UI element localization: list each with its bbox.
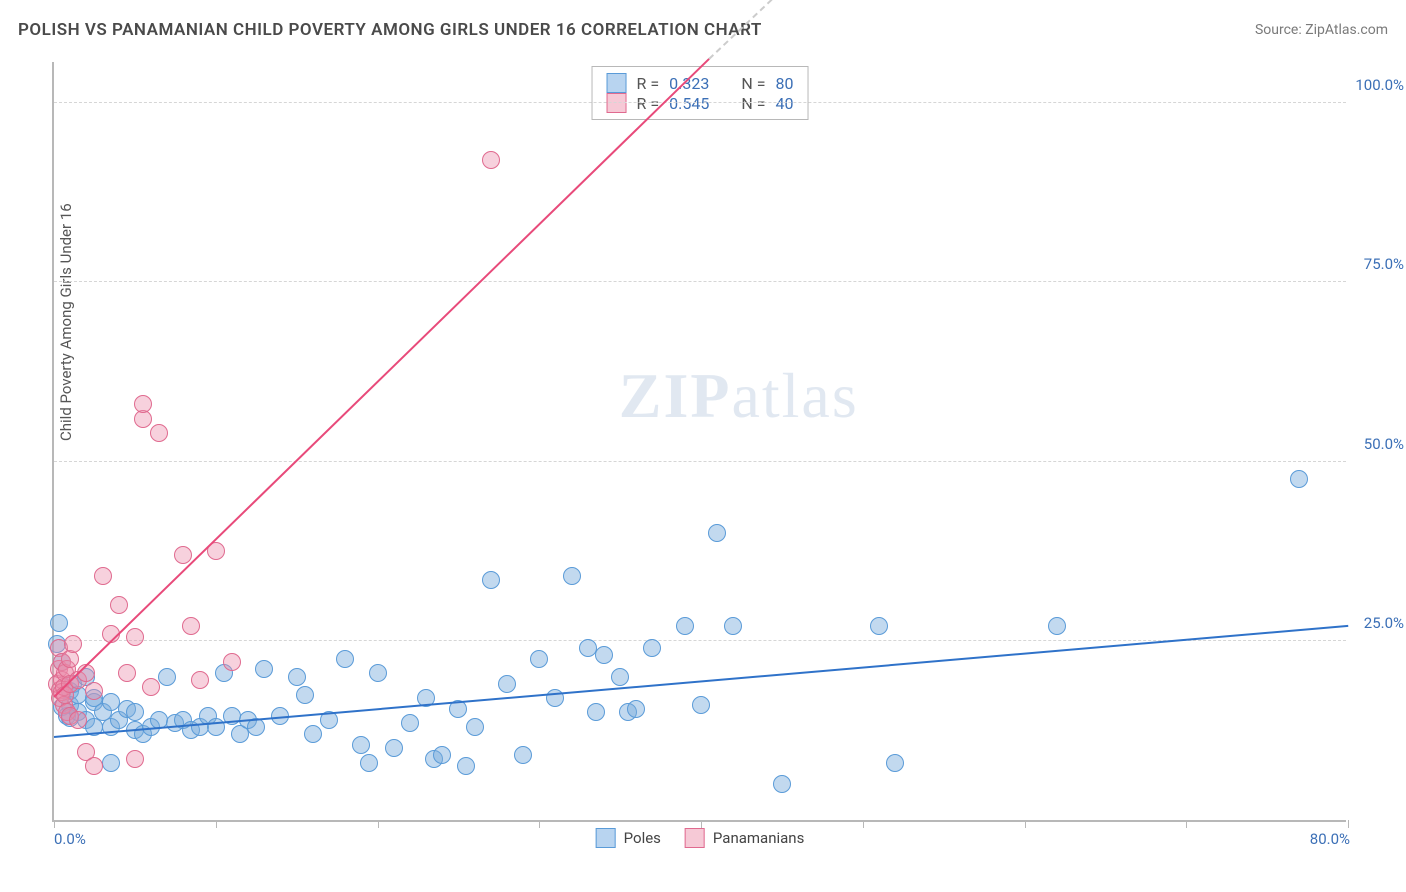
x-tick [54, 820, 55, 828]
source-attribution: Source: ZipAtlas.com [1255, 22, 1388, 38]
data-point [118, 664, 136, 682]
scatter-plot-area: Child Poverty Among Girls Under 16 ZIPat… [52, 62, 1346, 822]
data-point [126, 750, 144, 768]
data-point [150, 424, 168, 442]
data-point [69, 711, 87, 729]
data-point [296, 686, 314, 704]
data-point [174, 546, 192, 564]
data-point [385, 739, 403, 757]
legend: Poles Panamanians [596, 828, 805, 848]
data-point [563, 567, 581, 585]
stats-row-poles: R = 0.323 N = 80 [607, 73, 794, 93]
swatch-poles [596, 828, 616, 848]
data-point [466, 718, 484, 736]
y-tick-label: 50.0% [1364, 435, 1404, 453]
data-point [627, 700, 645, 718]
x-tick [1186, 820, 1187, 828]
data-point [692, 696, 710, 714]
data-point [482, 571, 500, 589]
gridline [54, 461, 1346, 462]
data-point [110, 596, 128, 614]
data-point [94, 567, 112, 585]
data-point [85, 757, 103, 775]
data-point [886, 754, 904, 772]
watermark: ZIPatlas [619, 359, 859, 433]
x-tick-label: 0.0% [54, 830, 86, 848]
data-point [158, 668, 176, 686]
correlation-stats-box: R = 0.323 N = 80 R = 0.545 N = 40 [592, 66, 809, 120]
n-label: N = [741, 74, 765, 93]
x-tick [863, 820, 864, 828]
data-point [724, 617, 742, 635]
data-point [1048, 617, 1066, 635]
data-point [457, 757, 475, 775]
data-point [126, 703, 144, 721]
data-point [1290, 470, 1308, 488]
data-point [102, 754, 120, 772]
data-point [595, 646, 613, 664]
data-point [142, 678, 160, 696]
data-point [85, 682, 103, 700]
data-point [870, 617, 888, 635]
data-point [611, 668, 629, 686]
n-value-poles: 80 [775, 74, 793, 93]
data-point [191, 671, 209, 689]
swatch-poles [607, 73, 627, 93]
x-tick-label: 80.0% [1310, 830, 1350, 848]
data-point [482, 151, 500, 169]
data-point [304, 725, 322, 743]
legend-item-panamanians: Panamanians [685, 828, 804, 848]
trend-line [54, 624, 1348, 737]
y-tick-label: 75.0% [1364, 255, 1404, 273]
gridline [54, 281, 1346, 282]
trend-line [53, 58, 709, 698]
y-tick-label: 25.0% [1364, 614, 1404, 632]
data-point [134, 395, 152, 413]
data-point [433, 746, 451, 764]
source-label: Source: [1255, 22, 1305, 38]
data-point [288, 668, 306, 686]
source-link[interactable]: ZipAtlas.com [1305, 22, 1388, 38]
data-point [676, 617, 694, 635]
data-point [643, 639, 661, 657]
r-label: R = [637, 74, 660, 93]
gridline [54, 102, 1346, 103]
watermark-zip: ZIP [619, 360, 732, 431]
y-axis-label: Child Poverty Among Girls Under 16 [57, 203, 75, 441]
data-point [336, 650, 354, 668]
data-point [498, 675, 516, 693]
data-point [708, 524, 726, 542]
x-tick [701, 820, 702, 828]
data-point [182, 617, 200, 635]
y-tick-label: 100.0% [1355, 76, 1404, 94]
data-point [369, 664, 387, 682]
legend-label-panamanians: Panamanians [713, 829, 804, 847]
data-point [773, 775, 791, 793]
data-point [514, 746, 532, 764]
data-point [360, 754, 378, 772]
data-point [64, 635, 82, 653]
swatch-panamanians [685, 828, 705, 848]
x-tick [1348, 820, 1349, 828]
x-tick [378, 820, 379, 828]
data-point [255, 660, 273, 678]
legend-item-poles: Poles [596, 828, 661, 848]
watermark-atlas: atlas [731, 360, 858, 431]
data-point [352, 736, 370, 754]
legend-label-poles: Poles [624, 829, 661, 847]
data-point [223, 653, 241, 671]
chart-title: POLISH VS PANAMANIAN CHILD POVERTY AMONG… [18, 20, 762, 40]
data-point [530, 650, 548, 668]
x-tick [1025, 820, 1026, 828]
data-point [401, 714, 419, 732]
x-tick [539, 820, 540, 828]
data-point [587, 703, 605, 721]
data-point [50, 614, 68, 632]
x-tick [216, 820, 217, 828]
data-point [126, 628, 144, 646]
